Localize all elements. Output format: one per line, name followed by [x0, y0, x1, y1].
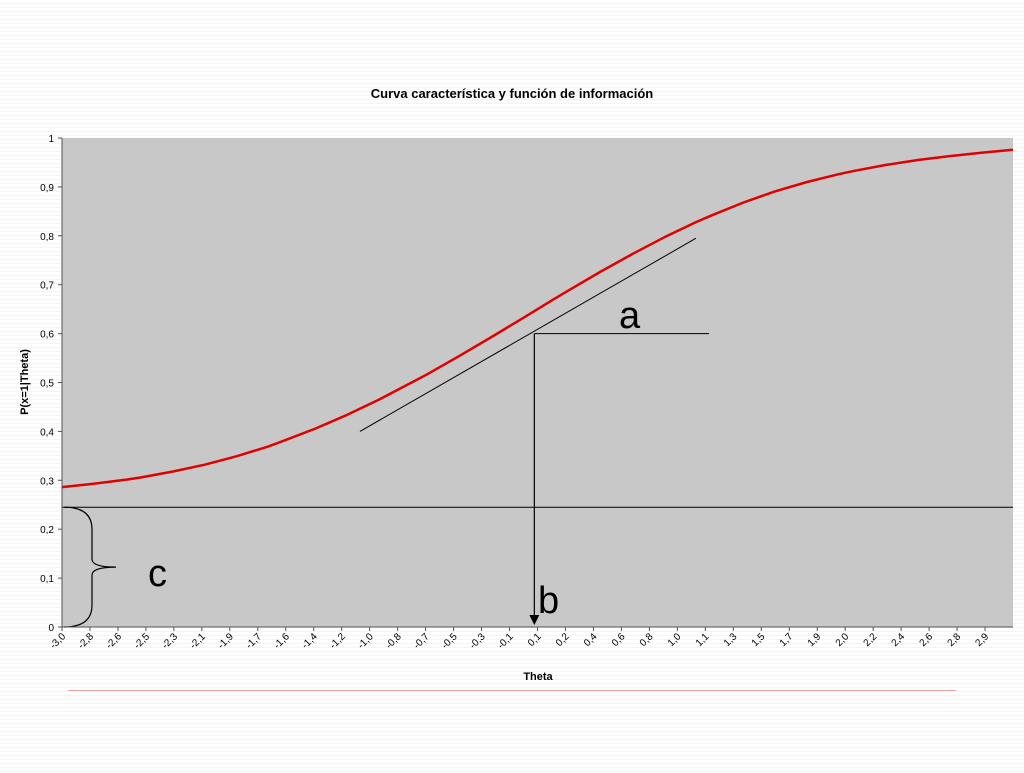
slope-tangent-line [359, 237, 697, 432]
b-arrow-head [529, 615, 540, 625]
x-tick-label: 2,4 [890, 631, 908, 649]
x-tick-label: -2,1 [188, 631, 208, 651]
y-tick-label: 0,6 [40, 330, 54, 341]
y-tick-label: 0,4 [40, 427, 54, 438]
x-tick-label: 1,1 [694, 631, 712, 649]
x-tick-label: 0,8 [638, 631, 656, 649]
x-tick-label: -0,5 [440, 631, 460, 651]
icc-curve [61, 148, 1014, 489]
y-tick-label: 0,1 [40, 574, 54, 585]
x-tick-label: -0,7 [412, 631, 432, 651]
y-tick-label: 1 [48, 134, 54, 145]
x-tick-label: 2,2 [862, 631, 880, 649]
plot-area [62, 138, 1013, 627]
x-tick-label: 0,1 [526, 631, 544, 649]
annotation-b: b [538, 580, 559, 622]
x-tick-label: 0,4 [582, 631, 600, 649]
x-tick-label: -2,5 [132, 631, 152, 651]
x-tick-label: -1,9 [216, 631, 236, 651]
x-tick-label: 2,6 [918, 631, 936, 649]
x-axis-label: Theta [523, 671, 553, 683]
x-tick-label: 0,2 [554, 631, 572, 649]
x-tick-label: -2,8 [76, 631, 96, 651]
footer-rule [68, 690, 956, 691]
x-tick-label: 1,0 [666, 631, 684, 649]
annotation-c: c [148, 553, 167, 595]
x-tick-label: -1,2 [328, 631, 348, 651]
y-tick-label: 0,8 [40, 232, 54, 243]
x-tick-label: 1,9 [806, 631, 824, 649]
y-tick-label: 0,7 [40, 281, 54, 292]
x-tick-label: -0,3 [468, 631, 488, 651]
annotation-a: a [619, 295, 641, 337]
y-tick-label: 0,5 [40, 379, 54, 390]
x-tick-label: -2,3 [160, 631, 180, 651]
c-brace [63, 506, 117, 628]
chart-title: Curva característica y función de inform… [371, 86, 654, 101]
x-tick-label: 0,6 [610, 631, 628, 649]
y-axis-label: P(x=1|Theta) [19, 349, 31, 415]
x-tick-label: 1,3 [722, 631, 740, 649]
x-tick-label: 2,9 [974, 631, 992, 649]
x-tick-label: 2,8 [946, 631, 964, 649]
x-tick-label: -0,1 [496, 631, 516, 651]
x-tick-label: -1,0 [356, 631, 376, 651]
x-tick-label: -2,6 [104, 631, 124, 651]
y-tick-label: 0,3 [40, 476, 54, 487]
x-tick-label: -1,6 [272, 631, 292, 651]
x-tick-label: 1,7 [778, 631, 796, 649]
x-tick-label: -3,0 [48, 631, 68, 651]
x-tick-label: -0,8 [384, 631, 404, 651]
y-tick-label: 0,9 [40, 183, 54, 194]
x-tick-label: -1,4 [300, 631, 320, 651]
x-tick-label: 2,0 [834, 631, 852, 649]
y-tick-label: 0,2 [40, 525, 54, 536]
x-tick-label: 1,5 [750, 631, 768, 649]
y-tick-label: 0 [48, 623, 54, 634]
x-tick-label: -1,7 [244, 631, 264, 651]
